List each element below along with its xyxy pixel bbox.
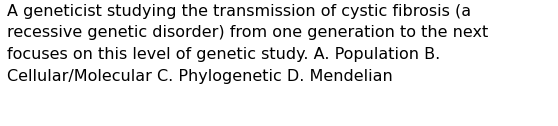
Text: A geneticist studying the transmission of cystic fibrosis (a
recessive genetic d: A geneticist studying the transmission o… xyxy=(7,4,488,84)
